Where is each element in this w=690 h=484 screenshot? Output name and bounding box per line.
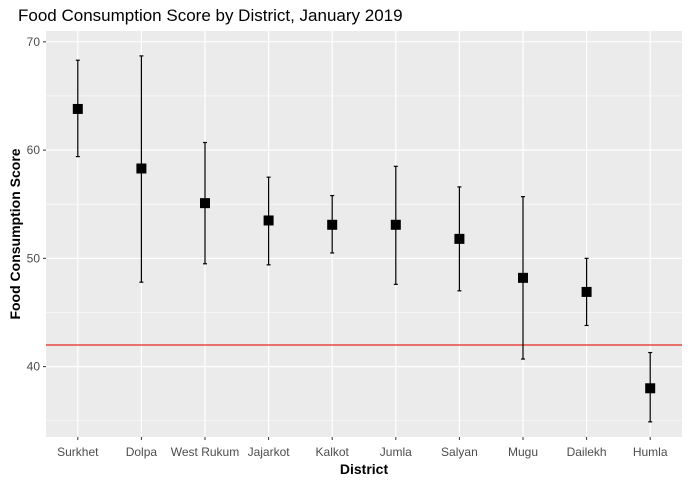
x-tick-label: Humla: [633, 445, 668, 459]
x-axis-title: District: [340, 461, 389, 477]
data-point: [454, 233, 465, 244]
data-point: [645, 383, 656, 394]
x-tick-label: Mugu: [508, 445, 538, 459]
data-point: [263, 215, 274, 226]
chart-title: Food Consumption Score by District, Janu…: [18, 6, 403, 25]
y-tick-label: 70: [27, 35, 41, 49]
x-tick-label: Kalkot: [316, 445, 350, 459]
x-tick-label: Surkhet: [57, 445, 99, 459]
x-tick-label: Salyan: [441, 445, 478, 459]
y-tick-label: 50: [27, 251, 41, 265]
x-tick-label: Dailekh: [567, 445, 607, 459]
plot-panel: [46, 31, 682, 437]
x-tick-label: Jajarkot: [248, 445, 291, 459]
y-tick-label: 40: [27, 360, 41, 374]
data-point: [72, 103, 83, 114]
data-point: [581, 286, 592, 297]
data-point: [390, 219, 401, 230]
x-axis: Surkhet Dolpa West Rukum Jajarkot Kalkot Juml…: [57, 437, 668, 459]
data-point: [518, 272, 528, 283]
data-point: [200, 198, 210, 209]
y-axis-title: Food Consumption Score: [7, 148, 23, 319]
x-tick-label: Jumla: [380, 445, 412, 459]
data-point: [327, 219, 338, 230]
data-point: [136, 163, 147, 174]
x-tick-label: Dolpa: [126, 445, 158, 459]
data-points: [72, 103, 656, 394]
y-axis: 40 50 60 70: [27, 35, 46, 374]
x-tick-label: West Rukum: [171, 445, 239, 459]
grid-minor: [46, 95, 682, 422]
y-tick-label: 60: [27, 143, 41, 157]
